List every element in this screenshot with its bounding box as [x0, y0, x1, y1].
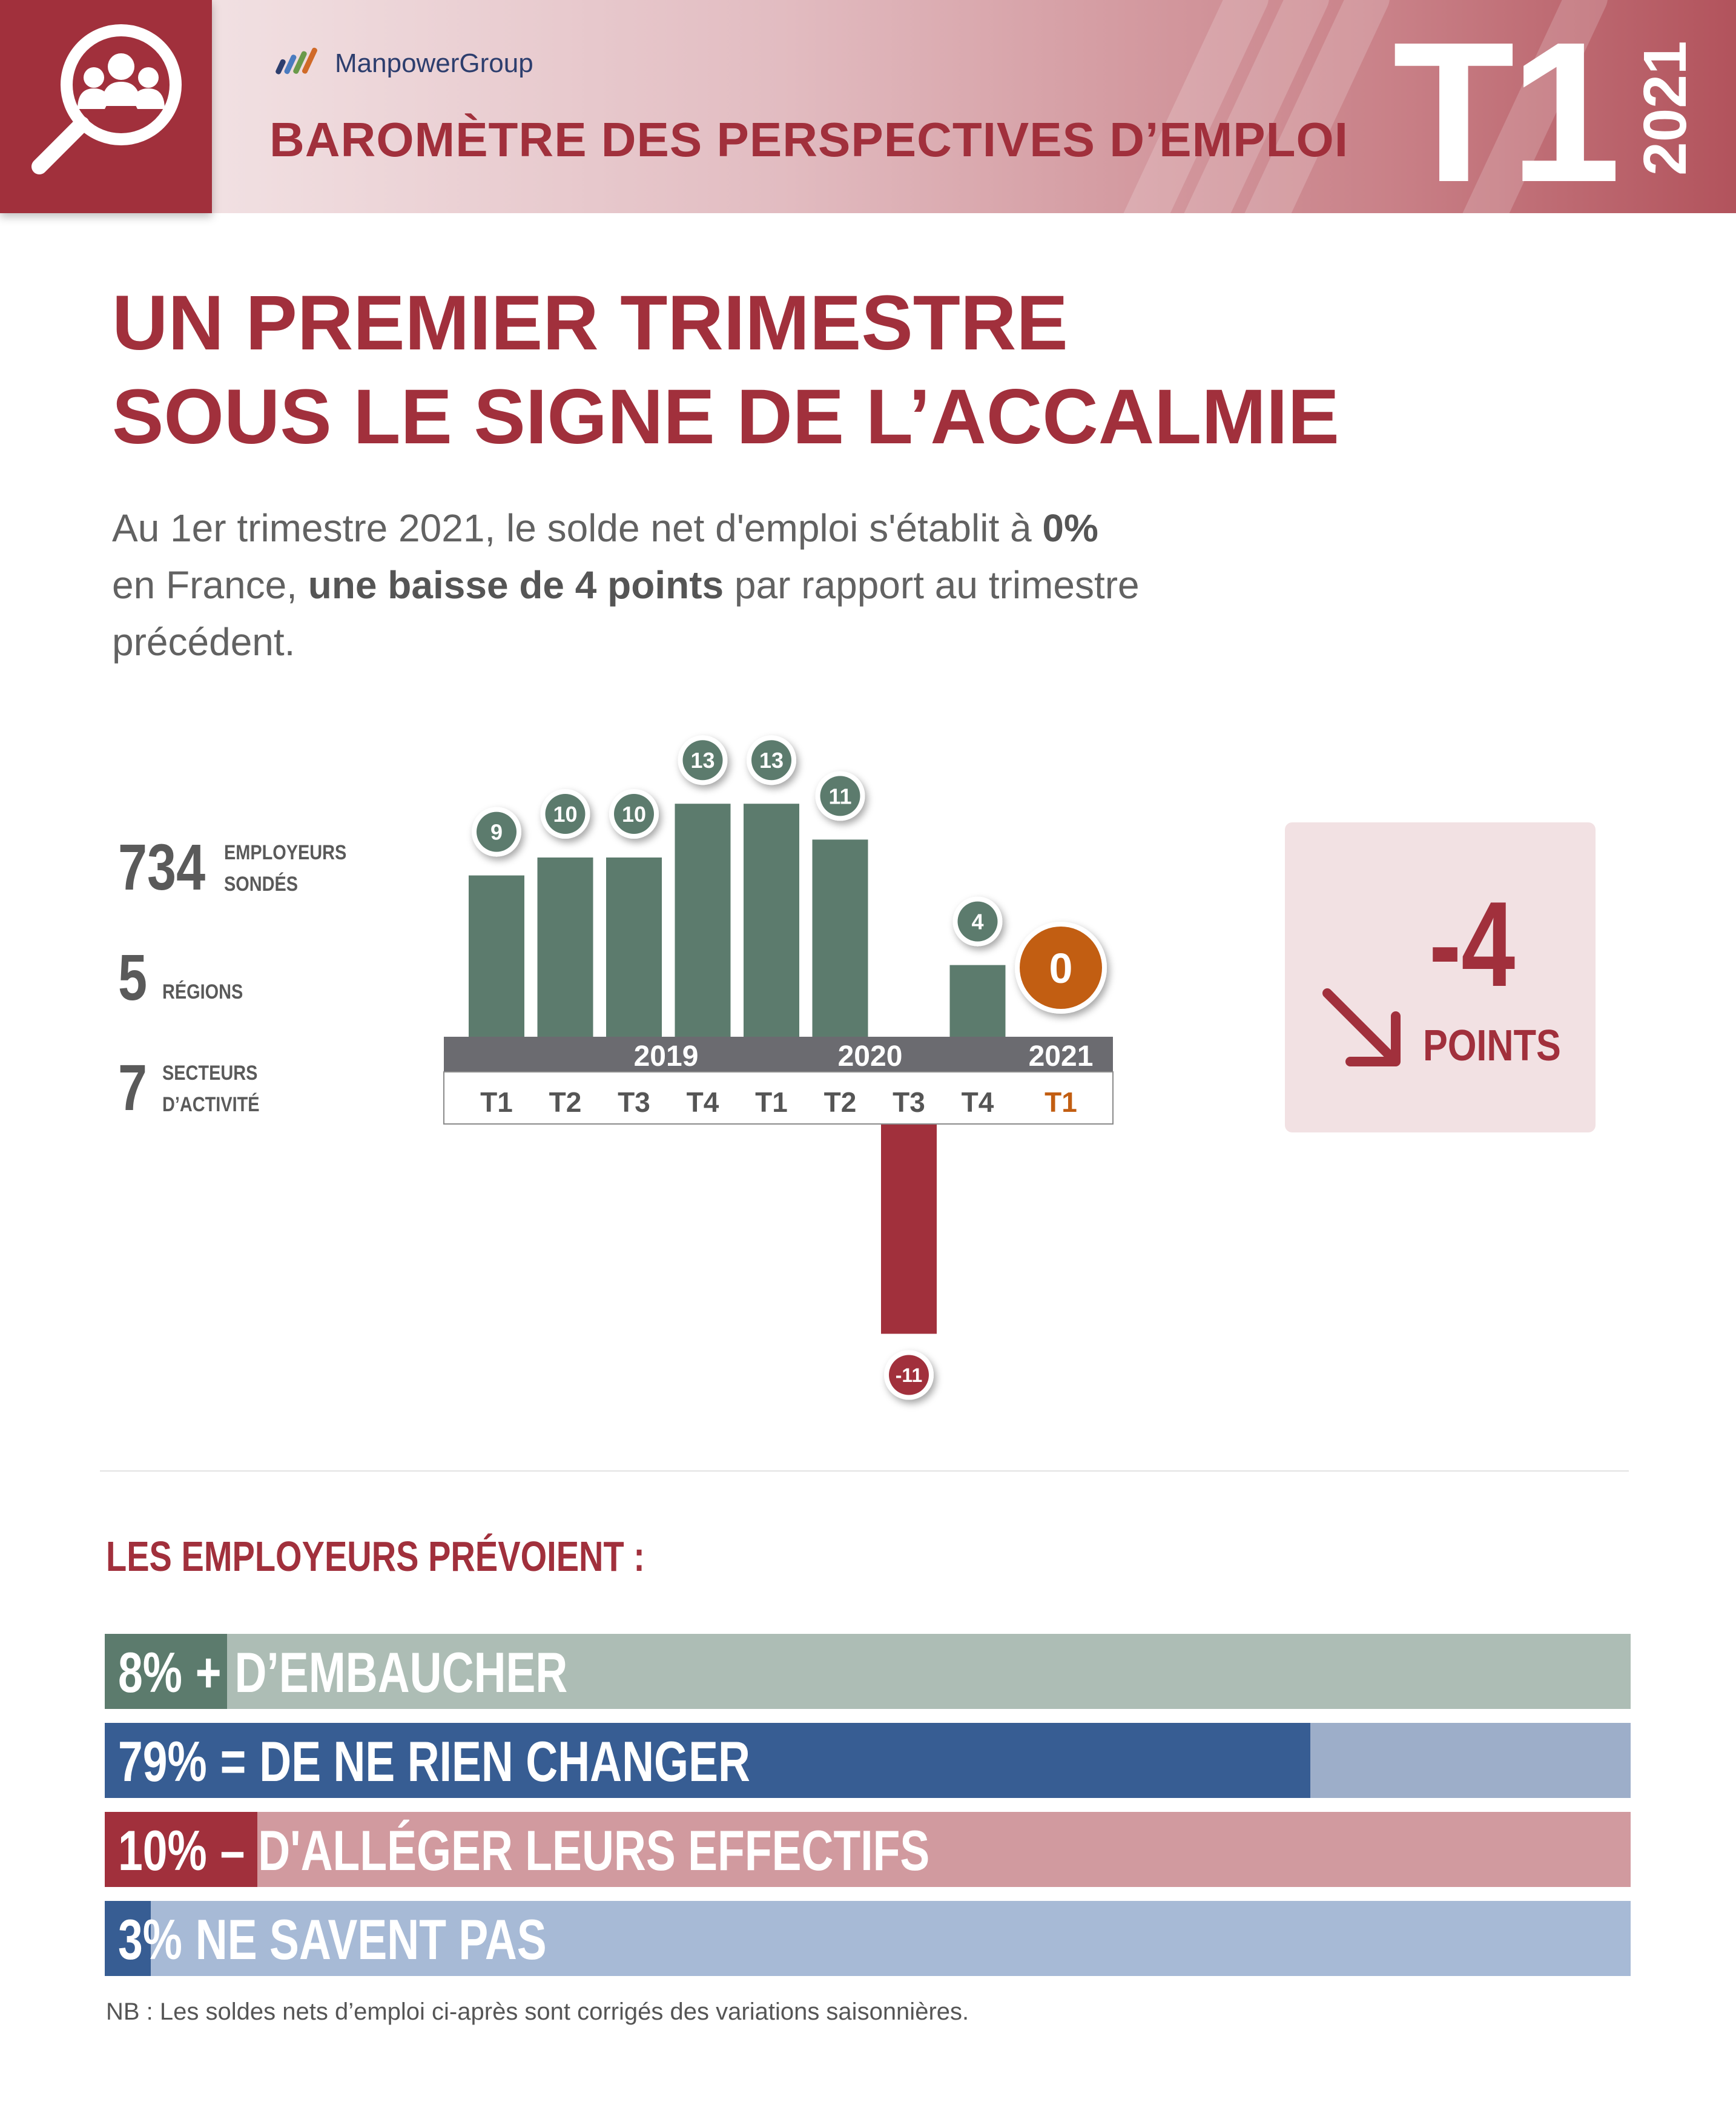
intention-bar-dont-know: 3% NE SAVENT PAS: [105, 1901, 1631, 1976]
intro-highlight-rate: 0%: [1042, 506, 1098, 550]
header-title: BAROMÈTRE DES PERSPECTIVES D’EMPLOI: [269, 113, 1348, 167]
manpower-logo: ManpowerGroup: [276, 42, 533, 85]
stat-employers-label: EMPLOYEURS SONDÉS: [224, 841, 347, 896]
delta-panel: [1285, 822, 1596, 1132]
year-label-2021: 2021: [1029, 1040, 1094, 1072]
value-badge-6: [889, 1355, 929, 1395]
value-badge-2: [614, 794, 654, 834]
intention-bar-fill: [105, 1812, 257, 1887]
bar-3: [675, 804, 731, 1037]
value-label-7: 4: [971, 910, 983, 934]
search-people-icon: [0, 0, 212, 213]
manpower-mark-icon: [276, 47, 317, 74]
quarter-tick-4: T1: [755, 1086, 788, 1118]
bar-1: [537, 858, 593, 1037]
employers-section-title: LES EMPLOYEURS PRÉVOIENT :: [106, 1533, 645, 1580]
stat-regions-number: 5: [118, 940, 148, 1014]
value-label-1: 10: [553, 802, 577, 827]
value-badge-1: [545, 794, 586, 834]
bar-6: [881, 1124, 937, 1334]
value-badge-5: [820, 776, 860, 816]
brand-name: ManpowerGroup: [335, 48, 533, 78]
footnote: NB : Les soldes nets d’emploi ci-après s…: [106, 1998, 969, 2025]
value-badge-8: [1020, 927, 1102, 1009]
intention-bar-fill: [105, 1901, 151, 1976]
quarter-tick-7: T4: [962, 1086, 994, 1118]
headline-line-1: UN PREMIER TRIMESTRE: [112, 280, 1068, 366]
value-label-2: 10: [622, 802, 646, 827]
quarter-tick-6: T3: [893, 1086, 925, 1118]
stat-employers-number: 734: [118, 830, 206, 904]
bar-5: [812, 839, 868, 1037]
value-label-3: 13: [690, 748, 715, 773]
intention-bar-no-change: 79% = DE NE RIEN CHANGER: [105, 1723, 1631, 1798]
intention-bar-fill: [105, 1634, 227, 1709]
quarter-label: T1: [1393, 0, 1621, 223]
headline-line-2: SOUS LE SIGNE DE L’ACCALMIE: [112, 374, 1339, 460]
delta-value: -4: [1429, 877, 1516, 1012]
value-label-5: 11: [828, 784, 851, 808]
intro-highlight-drop: une baisse de 4 points: [308, 563, 724, 607]
section-divider: [100, 1470, 1629, 1472]
value-label-4: 13: [759, 748, 784, 773]
value-badge-7: [957, 901, 998, 942]
intention-bar-hire: 8% + D’EMBAUCHER: [105, 1634, 1631, 1709]
quarter-tick-0: T1: [480, 1086, 513, 1118]
quarter-tick-3: T4: [687, 1086, 719, 1118]
net-employment-chart: 2019 2020 2021 T1 T2 T3 T4 T1 T2 T3 T4 T1 9 10 10 13 1…: [443, 735, 1114, 1400]
intro-paragraph: Au 1er trimestre 2021, le solde net d'em…: [112, 506, 1140, 664]
bar-7: [949, 965, 1006, 1037]
year-band: [444, 1037, 1113, 1072]
value-label-8: 0: [1049, 945, 1073, 992]
bar-4: [744, 804, 799, 1037]
year-label-2019: 2019: [634, 1040, 699, 1072]
intention-bar-reduce: 10% – D'ALLÉGER LEURS EFFECTIFS: [105, 1812, 1631, 1887]
stat-sectors-number: 7: [118, 1051, 148, 1124]
stat-sectors-label: SECTEURS D’ACTIVITÉ: [162, 1062, 260, 1116]
quarter-tick-2: T3: [618, 1086, 650, 1118]
value-label-6: -11: [896, 1364, 922, 1386]
quarter-tick-8: T1: [1045, 1086, 1077, 1118]
header-banner: [0, 0, 1736, 213]
quarter-band: [443, 1071, 1114, 1125]
arrow-down-right-icon: [1322, 988, 1401, 1066]
intention-bar-fill: [105, 1723, 1310, 1798]
bar-2: [606, 858, 662, 1037]
quarter-tick-1: T2: [549, 1086, 582, 1118]
delta-unit: POINTS: [1423, 1022, 1561, 1070]
value-badge-3: [682, 740, 723, 781]
value-badge-0: [477, 811, 517, 852]
bar-0: [469, 875, 524, 1037]
value-label-0: 9: [490, 820, 503, 845]
stat-regions-label: RÉGIONS: [162, 980, 243, 1003]
quarter-tick-5: T2: [824, 1086, 857, 1118]
value-badge-4: [751, 740, 791, 781]
year-label-2020: 2020: [838, 1040, 903, 1072]
